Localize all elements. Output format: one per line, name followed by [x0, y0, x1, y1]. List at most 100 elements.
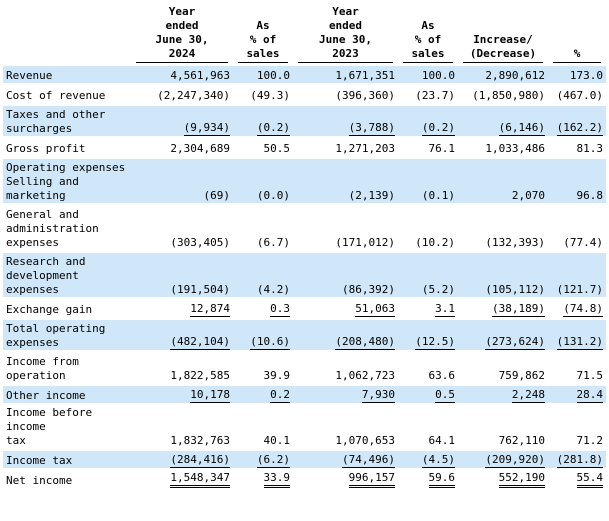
row-label: Operating expenses Selling and marketing — [3, 159, 131, 203]
cell-increase-decrease: (38,189) — [458, 300, 548, 317]
cell-value: 100.0 — [421, 69, 455, 82]
cell-value-2024: (303,405) — [131, 206, 233, 250]
cell-value: 12,874 — [190, 302, 230, 317]
cell-increase-decrease: 1,033,486 — [458, 139, 548, 156]
cell-pct-sales-2024: (0.2) — [233, 106, 293, 136]
cell-value: (0.0) — [256, 189, 290, 202]
cell-increase-decrease: (132,393) — [458, 206, 548, 250]
cell-increase-decrease: (1,850,980) — [458, 86, 548, 103]
row-label: Income before income tax — [6, 406, 93, 447]
cell-value: (74.8) — [563, 302, 603, 317]
cell-value: (38,189) — [492, 302, 545, 317]
cell-value: (2,247,340) — [157, 89, 230, 102]
cell-pct-sales-2024: 50.5 — [233, 139, 293, 156]
cell-value: 33.9 — [263, 471, 290, 488]
header-year-2023: Year ended June 30, 2023 — [293, 5, 398, 63]
cell-pct-change: (121.7) — [548, 253, 606, 297]
cell-value: 173.0 — [569, 69, 603, 82]
cell-value-2024: 1,832,763 — [131, 406, 233, 448]
cell-pct-sales-2023: 0.5 — [398, 386, 458, 403]
cell-value-2024: (284,416) — [131, 451, 233, 468]
cell-increase-decrease: 762,110 — [458, 406, 548, 448]
cell-value: 552,190 — [498, 471, 545, 488]
cell-increase-decrease: (105,112) — [458, 253, 548, 297]
cell-value: (121.7) — [556, 283, 603, 296]
table-row: Income from operation 1,822,585 39.9 1,062,… — [3, 353, 606, 383]
cell-increase-decrease: (209,920) — [458, 451, 548, 468]
header-row: Year ended June 30, 2024 As % of sales Y… — [3, 5, 606, 63]
cell-value: (105,112) — [485, 283, 545, 296]
cell-value: 71.2 — [576, 434, 604, 447]
cell-value: (273,624) — [485, 335, 545, 350]
cell-increase-decrease: 2,248 — [458, 386, 548, 403]
cell-value-2023: 1,062,723 — [293, 353, 398, 383]
cell-value-2023: (86,392) — [293, 253, 398, 297]
cell-value: 0.2 — [270, 388, 290, 403]
cell-pct-sales-2023: 64.1 — [398, 406, 458, 448]
cell-value-2023: 1,271,203 — [293, 139, 398, 156]
cell-pct-change: 71.2 — [548, 406, 606, 448]
cell-pct-change: (131.2) — [548, 320, 606, 350]
cell-value: (3,788) — [348, 121, 395, 136]
table-row: Cost of revenue (2,247,340) (49.3) (396,360… — [3, 86, 606, 103]
cell-pct-sales-2024: 33.9 — [233, 471, 293, 488]
cell-value: (69) — [203, 189, 231, 202]
cell-increase-decrease: 759,862 — [458, 353, 548, 383]
table-row: Research and development expenses (191,50… — [3, 253, 606, 297]
table-row: General and administration expenses (303,… — [3, 206, 606, 250]
cell-value-2024: (191,504) — [131, 253, 233, 297]
cell-pct-sales-2024: 0.2 — [233, 386, 293, 403]
cell-pct-sales-2023: 3.1 — [398, 300, 458, 317]
row-label: Exchange gain — [6, 303, 93, 316]
cell-value: (303,405) — [170, 236, 230, 249]
cell-value-2024: 12,874 — [131, 300, 233, 317]
cell-value: 1,822,585 — [170, 369, 230, 382]
cell-value: 55.4 — [576, 471, 603, 488]
cell-value-2023: 1,671,351 — [293, 66, 398, 83]
table-header: Year ended June 30, 2024 As % of sales Y… — [3, 5, 606, 63]
row-label: Income tax — [3, 451, 131, 468]
cell-value: (0.1) — [421, 189, 455, 202]
cell-value: (10.2) — [415, 236, 455, 249]
cell-pct-sales-2024: 100.0 — [233, 66, 293, 83]
cell-value: 2,070 — [511, 189, 545, 202]
table-row: Operating expenses Selling and marketing… — [3, 159, 606, 203]
cell-pct-sales-2023: (23.7) — [398, 86, 458, 103]
cell-value: 1,832,763 — [170, 434, 230, 447]
cell-value: (4.2) — [256, 283, 290, 296]
cell-value: 0.5 — [435, 388, 455, 403]
cell-value: 64.1 — [428, 434, 456, 447]
cell-value: (0.2) — [256, 121, 290, 136]
cell-value-2024: 1,548,347 — [131, 471, 233, 488]
cell-value: (77.4) — [563, 236, 603, 249]
cell-value: (132,393) — [485, 236, 545, 249]
row-label: Income from operation — [6, 355, 79, 382]
cell-value-2023: 1,070,653 — [293, 406, 398, 448]
row-label: Cost of revenue — [6, 89, 106, 102]
cell-value-2024: 10,178 — [131, 386, 233, 403]
cell-value-2024: 4,561,963 — [131, 66, 233, 83]
cell-value: 0.3 — [270, 302, 290, 317]
cell-value: 63.6 — [428, 369, 456, 382]
cell-value: (1,850,980) — [472, 89, 545, 102]
cell-value: 1,671,351 — [335, 69, 395, 82]
cell-value: 4,561,963 — [170, 69, 230, 82]
cell-pct-sales-2023: (0.1) — [398, 159, 458, 203]
cell-value: (23.7) — [415, 89, 455, 102]
cell-pct-sales-2023: (5.2) — [398, 253, 458, 297]
cell-value-2024: (482,104) — [131, 320, 233, 350]
cell-value: (6.7) — [256, 236, 290, 249]
cell-pct-change: (162.2) — [548, 106, 606, 136]
cell-value: (4.5) — [421, 453, 455, 468]
cell-value: 50.5 — [263, 142, 291, 155]
row-label: Taxes and other surcharges — [3, 106, 131, 136]
cell-pct-change: (77.4) — [548, 206, 606, 250]
cell-value: 100.0 — [256, 69, 290, 82]
cell-value: (396,360) — [335, 89, 395, 102]
cell-value: 10,178 — [190, 388, 230, 403]
cell-pct-sales-2024: (6.2) — [233, 451, 293, 468]
cell-pct-sales-2024: 39.9 — [233, 353, 293, 383]
cell-value-2023: 7,930 — [293, 386, 398, 403]
cell-pct-sales-2024: (0.0) — [233, 159, 293, 203]
